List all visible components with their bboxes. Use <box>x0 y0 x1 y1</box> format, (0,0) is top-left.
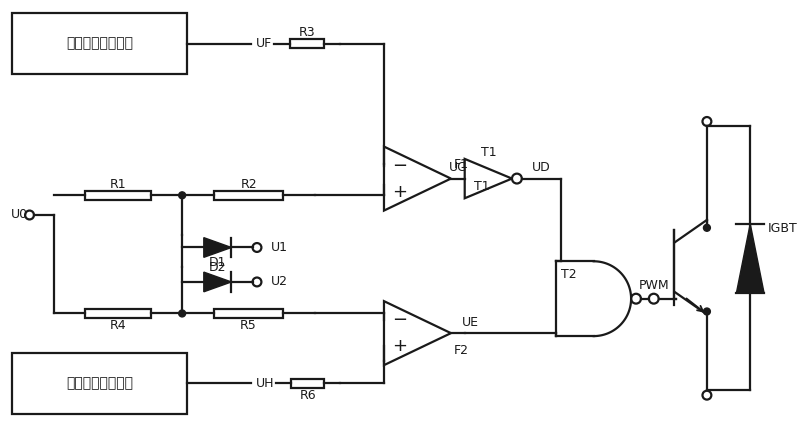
Text: UC: UC <box>449 161 466 174</box>
Text: UD: UD <box>532 161 551 174</box>
Bar <box>214 191 283 200</box>
Text: R6: R6 <box>299 389 316 402</box>
Text: U2: U2 <box>270 276 288 289</box>
Text: U0: U0 <box>11 209 28 221</box>
Text: T1: T1 <box>481 147 496 160</box>
Text: UH: UH <box>256 377 274 390</box>
Circle shape <box>178 310 186 317</box>
Bar <box>12 13 187 74</box>
Bar <box>12 353 187 414</box>
Text: UF: UF <box>256 37 272 50</box>
Text: 第一三角波发生器: 第一三角波发生器 <box>66 37 133 51</box>
Text: D2: D2 <box>209 261 226 273</box>
Text: T2: T2 <box>562 267 577 280</box>
Text: PWM: PWM <box>638 280 669 292</box>
Text: UE: UE <box>462 316 479 329</box>
Text: R3: R3 <box>298 26 315 40</box>
Text: −: − <box>392 157 407 175</box>
Text: IGBT: IGBT <box>768 222 798 235</box>
Text: R2: R2 <box>240 178 257 191</box>
Text: +: + <box>392 337 407 355</box>
Text: U1: U1 <box>270 241 288 254</box>
Bar <box>85 191 151 200</box>
Text: R4: R4 <box>110 319 126 332</box>
Text: R1: R1 <box>110 178 126 191</box>
Text: F1: F1 <box>454 158 469 171</box>
Circle shape <box>703 308 710 315</box>
Bar <box>290 39 324 48</box>
Polygon shape <box>204 238 231 257</box>
Text: −: − <box>392 311 407 329</box>
Text: T1: T1 <box>474 180 490 193</box>
Text: +: + <box>392 183 407 201</box>
Text: F2: F2 <box>454 344 469 357</box>
Bar <box>291 379 324 388</box>
Text: R5: R5 <box>240 319 257 332</box>
Bar <box>214 309 283 318</box>
Text: 第二三角波发生器: 第二三角波发生器 <box>66 376 133 390</box>
Circle shape <box>703 224 710 231</box>
Bar <box>85 309 151 318</box>
Polygon shape <box>204 272 231 292</box>
Circle shape <box>178 192 186 199</box>
Polygon shape <box>737 224 764 293</box>
Text: D1: D1 <box>209 256 226 269</box>
